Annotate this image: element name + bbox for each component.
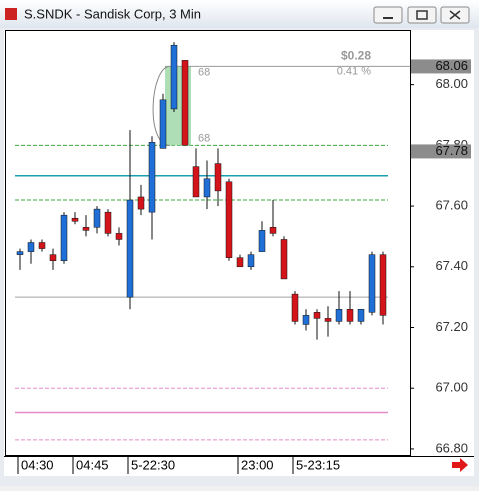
candle-body — [236, 257, 244, 268]
measure-change: $0.28 — [341, 49, 371, 63]
x-tick-label: 23:00 — [241, 457, 274, 472]
price-marker — [411, 59, 471, 74]
candle-body — [247, 254, 255, 268]
candle-body — [280, 239, 288, 280]
candle-body — [203, 178, 211, 198]
candle-body — [379, 254, 387, 316]
candle-body — [60, 214, 68, 261]
candle-body — [126, 199, 134, 298]
app-icon — [5, 8, 17, 20]
candle-body — [302, 315, 310, 325]
candle-body — [93, 208, 101, 228]
candle-body — [192, 166, 200, 198]
measure-to-label: 68 — [198, 132, 210, 144]
y-tick-label: 66.80 — [435, 440, 468, 455]
candle-body — [104, 211, 112, 234]
candle-body — [258, 230, 266, 252]
minimize-button[interactable] — [373, 6, 403, 24]
candle-body — [82, 227, 90, 231]
candle-body — [38, 242, 46, 249]
x-tick-label: 5-22:30 — [131, 457, 175, 472]
y-tick-label: 67.20 — [435, 319, 468, 334]
measure-percent: 0.41 % — [337, 65, 371, 77]
candle-body — [148, 142, 156, 213]
candle-body — [181, 60, 189, 146]
price-marker — [411, 144, 471, 159]
candle-body — [225, 181, 233, 258]
candle-body — [159, 99, 167, 149]
candle-body — [170, 44, 178, 110]
candle-body — [269, 227, 277, 234]
price-marker-label: 68.06 — [435, 58, 468, 73]
measure-from-label: 68 — [198, 66, 210, 78]
candle-body — [313, 312, 321, 319]
candle-body — [291, 293, 299, 322]
candle-body — [49, 254, 57, 261]
x-tick-label: 04:45 — [76, 457, 109, 472]
candle-body — [71, 217, 79, 222]
y-tick-label: 67.00 — [435, 380, 468, 395]
window-title: S.SNDK - Sandisk Corp, 3 Min — [24, 6, 201, 21]
x-tick-label: 04:30 — [21, 457, 54, 472]
price-marker-label: 67.78 — [435, 143, 468, 158]
x-tick-label: 5-23:15 — [296, 457, 340, 472]
candle-body — [115, 233, 123, 240]
candle-body — [137, 196, 145, 210]
candle-body — [324, 318, 332, 322]
scroll-arrow[interactable] — [452, 458, 468, 472]
maximize-button[interactable] — [407, 6, 437, 24]
candle-body — [368, 254, 376, 313]
y-tick-label: 68.00 — [435, 76, 468, 91]
candle-body — [346, 309, 354, 322]
candle-body — [357, 309, 365, 322]
candle-body — [16, 251, 24, 255]
y-tick-label: 67.40 — [435, 258, 468, 273]
candle-body — [335, 309, 343, 322]
candle-body — [27, 242, 35, 252]
plot-frame — [5, 30, 411, 456]
candle-body — [214, 163, 222, 192]
y-tick-label: 67.60 — [435, 198, 468, 213]
